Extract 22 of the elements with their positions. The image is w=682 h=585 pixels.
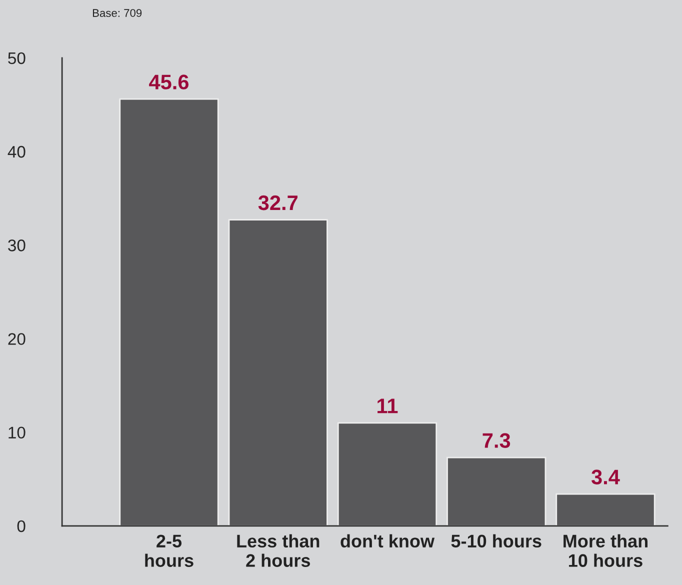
data-label: 45.6 (149, 74, 189, 90)
y-tick-label: 0 (17, 520, 26, 532)
y-tick-label: 30 (8, 240, 26, 252)
data-label: 7.3 (482, 433, 510, 448)
x-tick-label: Less than 2 hours (237, 534, 320, 567)
x-tick-label: don't know (340, 534, 435, 548)
bar (337, 422, 438, 526)
data-label: 3.4 (591, 470, 620, 484)
data-label: 32.7 (258, 195, 298, 210)
bar (446, 456, 546, 526)
y-tick-label: 50 (8, 52, 26, 64)
y-tick-label: 20 (8, 333, 26, 345)
text: Base: 709 (92, 9, 142, 17)
y-tick-label: 10 (8, 426, 26, 439)
y-tick-label: 40 (8, 146, 26, 158)
bar (119, 98, 219, 526)
x-tick-label: 2-5 hours (145, 534, 194, 567)
x-tick-label: 5-10 hours (451, 534, 542, 548)
bar (228, 219, 328, 526)
data-label: 11 (378, 398, 398, 414)
bar (556, 493, 656, 526)
x-tick-label: More than 10 hours (564, 534, 648, 567)
